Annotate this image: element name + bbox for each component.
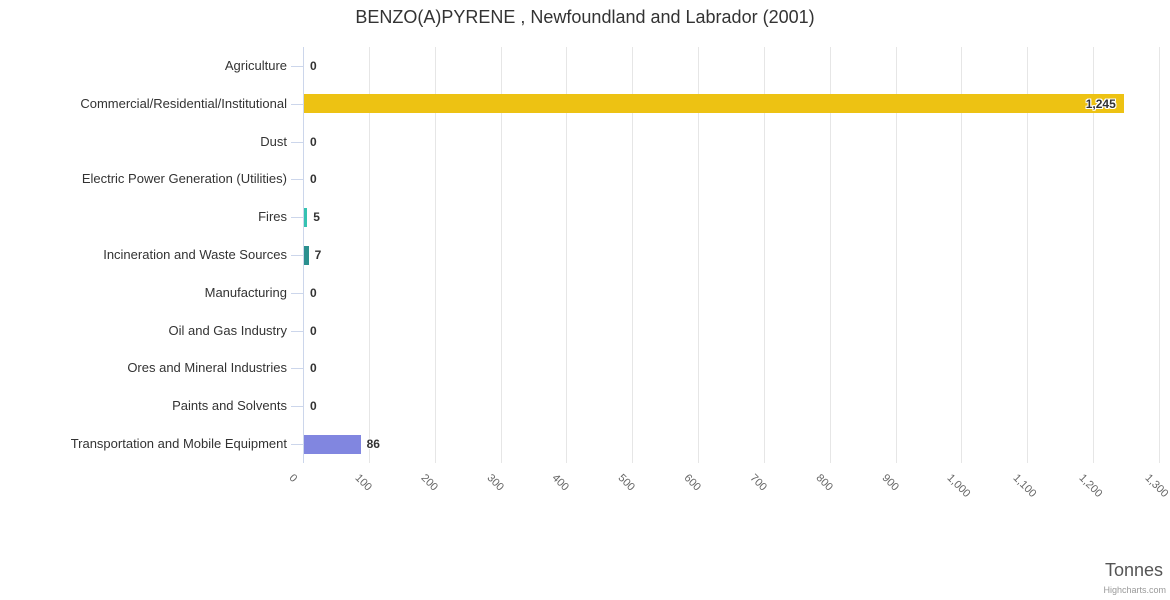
- category-tick: [291, 406, 303, 407]
- category-label: Commercial/Residential/Institutional: [80, 95, 287, 111]
- x-axis-tick-label: 1,000: [944, 472, 973, 500]
- x-axis-tick-label: 0: [286, 472, 300, 485]
- data-label: 0: [310, 399, 317, 413]
- bar[interactable]: [304, 94, 1124, 113]
- gridline: [1027, 47, 1029, 463]
- data-label: 0: [310, 286, 317, 300]
- data-label: 0: [310, 172, 317, 186]
- category-label: Incineration and Waste Sources: [103, 247, 287, 262]
- gridline: [961, 47, 963, 463]
- category-tick: [291, 217, 303, 218]
- category-tick: [291, 331, 303, 332]
- category-label: Transportation and Mobile Equipment: [70, 436, 287, 452]
- x-axis-tick-label: 700: [747, 472, 769, 494]
- gridline: [632, 47, 634, 463]
- x-axis-tick-label: 400: [549, 472, 572, 494]
- x-axis-title: Tonnes: [1104, 560, 1163, 580]
- data-label: 0: [310, 361, 317, 375]
- data-label: 7: [314, 248, 322, 262]
- category-tick: [291, 142, 303, 143]
- gridline: [698, 47, 700, 463]
- gridline: [829, 47, 831, 463]
- x-axis-tick-label: 1,200: [1076, 472, 1105, 500]
- chart-title: BENZO(A)PYRENE , Newfoundland and Labrad…: [355, 7, 815, 27]
- category-label: Fires: [258, 209, 287, 225]
- gridline: [763, 47, 765, 463]
- category-tick: [291, 66, 303, 67]
- gridline: [566, 47, 568, 463]
- highcharts-credit-link[interactable]: Highcharts.com: [1103, 585, 1166, 595]
- category-tick: [291, 255, 303, 256]
- category-label: Manufacturing: [204, 284, 287, 300]
- category-label: Dust: [260, 133, 287, 149]
- category-tick: [291, 179, 303, 180]
- category-label: Agriculture: [224, 57, 287, 73]
- x-axis-tick-label: 1,100: [1010, 472, 1039, 500]
- data-label: 0: [310, 324, 317, 338]
- data-label: 1,245: [1085, 97, 1116, 111]
- category-label: Electric Power Generation (Utilities): [81, 171, 287, 187]
- gridline: [895, 47, 897, 463]
- gridline: [1093, 47, 1095, 463]
- category-label: Ores and Mineral Industries: [127, 360, 287, 376]
- data-label: 0: [310, 59, 317, 73]
- x-axis-tick-label: 900: [879, 472, 901, 494]
- data-label: 5: [313, 210, 320, 224]
- y-axis-line: [303, 47, 304, 463]
- category-tick: [291, 104, 303, 105]
- category-label: Paints and Solvents: [172, 398, 287, 414]
- x-axis-tick-label: 200: [418, 472, 440, 494]
- bar[interactable]: [304, 246, 309, 265]
- category-tick: [291, 444, 303, 445]
- data-label: 0: [310, 135, 317, 149]
- x-axis-tick-label: 300: [484, 472, 506, 494]
- gridline: [368, 47, 370, 463]
- gridline: [500, 47, 502, 463]
- x-axis-tick-label: 800: [813, 472, 835, 494]
- x-axis-tick-label: 600: [681, 472, 704, 494]
- category-tick: [291, 368, 303, 369]
- gridline: [434, 47, 436, 463]
- bar[interactable]: [304, 208, 307, 227]
- bar[interactable]: [304, 435, 361, 454]
- category-tick: [291, 293, 303, 294]
- category-label: Oil and Gas Industry: [168, 322, 288, 338]
- x-axis-tick-label: 1,300: [1142, 472, 1170, 500]
- data-label: 86: [366, 437, 380, 451]
- x-axis-tick-label: 500: [615, 472, 638, 494]
- x-axis-tick-label: 100: [352, 472, 374, 494]
- gridline: [1159, 47, 1160, 463]
